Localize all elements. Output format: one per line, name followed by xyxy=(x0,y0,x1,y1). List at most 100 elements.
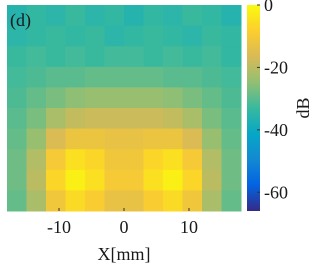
colorbar-tick-label: -20 xyxy=(264,58,288,78)
heatmap-cell xyxy=(85,66,105,88)
heatmap-cell xyxy=(124,87,144,109)
heatmap-cell xyxy=(202,190,222,212)
heatmap-cell xyxy=(7,25,27,47)
heatmap-cell xyxy=(65,5,86,27)
colorbar-tick-label: 0 xyxy=(264,0,273,15)
heatmap-cell xyxy=(85,169,105,191)
heatmap-cell xyxy=(182,190,203,212)
heatmap-cell xyxy=(124,5,144,27)
heatmap-cell xyxy=(65,87,86,109)
heatmap-cell xyxy=(124,190,144,212)
heatmap-cell xyxy=(163,66,183,88)
heatmap-cell xyxy=(85,5,105,27)
heatmap xyxy=(7,5,242,212)
heatmap-cell xyxy=(104,66,125,88)
x-axis-label: X[mm] xyxy=(98,244,151,264)
heatmap-cell xyxy=(163,128,183,150)
heatmap-cell xyxy=(46,46,66,68)
heatmap-cell xyxy=(46,128,66,150)
heatmap-cell xyxy=(85,128,105,150)
heatmap-cell xyxy=(143,108,164,130)
heatmap-cell xyxy=(7,169,27,191)
heatmap-cell xyxy=(143,5,164,27)
heatmap-cell xyxy=(143,169,164,191)
panel-label: (d) xyxy=(10,10,31,31)
heatmap-cell xyxy=(65,108,86,130)
heatmap-cell xyxy=(65,169,86,191)
heatmap-cell xyxy=(26,149,47,171)
heatmap-cell xyxy=(65,190,86,212)
heatmap-cell xyxy=(221,66,242,88)
heatmap-cell xyxy=(182,87,203,109)
heatmap-cell xyxy=(202,128,222,150)
heatmap-cell xyxy=(85,46,105,68)
heatmap-cell xyxy=(26,46,47,68)
heatmap-cell xyxy=(7,66,27,88)
heatmap-cell xyxy=(221,46,242,68)
heatmap-cell xyxy=(7,128,27,150)
heatmap-cell xyxy=(46,169,66,191)
heatmap-cell xyxy=(26,169,47,191)
heatmap-cell xyxy=(202,149,222,171)
heatmap-cell xyxy=(104,87,125,109)
heatmap-cell xyxy=(143,190,164,212)
heatmap-cell xyxy=(26,66,47,88)
heatmap-cell xyxy=(104,128,125,150)
heatmap-cell xyxy=(85,149,105,171)
colorbar-tick-label: -40 xyxy=(264,120,288,140)
heatmap-cell xyxy=(124,128,144,150)
heatmap-cell xyxy=(221,25,242,47)
heatmap-cell xyxy=(202,169,222,191)
heatmap-cell xyxy=(221,128,242,150)
heatmap-cell xyxy=(26,25,47,47)
heatmap-cell xyxy=(104,46,125,68)
heatmap-cell xyxy=(124,149,144,171)
heatmap-cell xyxy=(124,46,144,68)
heatmap-cell xyxy=(104,169,125,191)
heatmap-cell xyxy=(163,25,183,47)
heatmap-cell xyxy=(182,108,203,130)
heatmap-cell xyxy=(85,25,105,47)
heatmap-cell xyxy=(163,87,183,109)
heatmap-cell xyxy=(202,66,222,88)
colorbar-tick-label: -60 xyxy=(264,182,288,202)
heatmap-cell xyxy=(124,169,144,191)
heatmap-cell xyxy=(202,5,222,27)
heatmap-cell xyxy=(104,25,125,47)
heatmap-cell xyxy=(26,87,47,109)
heatmap-cell xyxy=(7,87,27,109)
heatmap-cell xyxy=(143,25,164,47)
heatmap-cell xyxy=(7,149,27,171)
heatmap-cell xyxy=(65,66,86,88)
heatmap-cell xyxy=(221,5,242,27)
colorbar xyxy=(247,5,260,211)
heatmap-cell xyxy=(65,25,86,47)
heatmap-cell xyxy=(143,128,164,150)
heatmap-cell xyxy=(163,190,183,212)
heatmap-cell xyxy=(202,46,222,68)
x-tick-label: -10 xyxy=(47,217,71,237)
heatmap-cell xyxy=(163,5,183,27)
heatmap-cell xyxy=(202,108,222,130)
heatmap-cell xyxy=(221,108,242,130)
heatmap-cell xyxy=(143,46,164,68)
heatmap-cell xyxy=(46,87,66,109)
heatmap-cell xyxy=(46,5,66,27)
heatmap-cell xyxy=(182,149,203,171)
heatmap-cell xyxy=(104,5,125,27)
heatmap-cell xyxy=(143,87,164,109)
heatmap-cell xyxy=(26,5,47,27)
heatmap-cell xyxy=(182,66,203,88)
heatmap-cell xyxy=(46,108,66,130)
heatmap-cell xyxy=(221,149,242,171)
heatmap-cell xyxy=(143,66,164,88)
heatmap-cell xyxy=(182,46,203,68)
x-tick-label: 0 xyxy=(120,217,129,237)
x-tick-label: 10 xyxy=(180,217,198,237)
heatmap-cell xyxy=(221,190,242,212)
heatmap-cell xyxy=(85,108,105,130)
heatmap-cell xyxy=(46,149,66,171)
heatmap-cell xyxy=(143,149,164,171)
heatmap-cell xyxy=(65,128,86,150)
